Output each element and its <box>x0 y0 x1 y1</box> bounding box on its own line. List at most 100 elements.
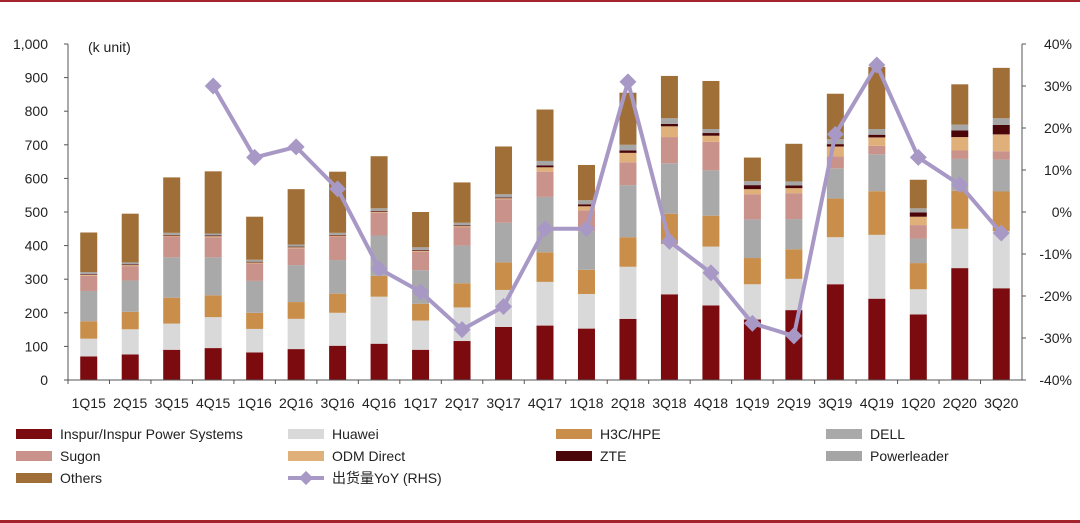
bar-segment-inspur-inspur-power-systems <box>495 326 513 380</box>
bar-segment-h3c-hpe <box>868 191 886 235</box>
x-tick-label: 1Q18 <box>569 395 603 411</box>
bar-segment-dell <box>204 257 222 296</box>
bar-segment-odm-direct <box>785 188 803 194</box>
bar-segment-others <box>453 182 471 223</box>
bar-segment-powerleader <box>619 144 637 151</box>
yoy-marker <box>577 220 595 238</box>
bar-segment-sugon <box>992 151 1010 160</box>
bar-segment-huawei <box>412 320 430 350</box>
bar-segment-h3c-hpe <box>536 252 554 282</box>
bar-segment-h3c-hpe <box>826 198 844 238</box>
x-tick-label: 3Q17 <box>486 395 520 411</box>
bar-segment-sugon <box>536 171 554 197</box>
bar-segment-powerleader <box>992 118 1010 125</box>
bar-segment-powerleader <box>951 124 969 131</box>
legend-label: 出货量YoY (RHS) <box>332 470 442 486</box>
bar-stack-1q15 <box>80 232 98 380</box>
bar-segment-powerleader <box>743 181 761 186</box>
x-tick-label: 2Q17 <box>445 395 479 411</box>
bar-segment-inspur-inspur-power-systems <box>329 345 347 380</box>
bar-segment-powerleader <box>329 232 347 235</box>
left-y-axis: 0 100 200 300 400 500 600 700 800 900 1,000 <box>13 36 69 388</box>
left-tick-label: 1,000 <box>13 36 48 52</box>
bar-stack-3q15 <box>163 177 181 380</box>
yoy-marker <box>702 264 720 282</box>
bar-segment-sugon <box>619 162 637 186</box>
legend-item-yoy: 出货量YoY (RHS) <box>288 470 442 486</box>
bar-segment-zte <box>329 234 347 236</box>
left-tick-label: 100 <box>25 338 49 354</box>
bar-segment-sugon <box>951 150 969 159</box>
legend-item-inspur-inspur-power-systems: Inspur/Inspur Power Systems <box>16 426 243 442</box>
yoy-line <box>204 56 1010 345</box>
bar-segment-inspur-inspur-power-systems <box>412 349 430 380</box>
x-tick-label: 2Q15 <box>113 395 147 411</box>
yoy-marker <box>412 283 430 301</box>
bar-segment-powerleader <box>536 160 554 166</box>
stacked-bars <box>80 66 1010 380</box>
bar-segment-inspur-inspur-power-systems <box>826 284 844 380</box>
bar-segment-others <box>163 177 181 233</box>
bar-segment-powerleader <box>660 118 678 124</box>
left-tick-label: 200 <box>25 305 49 321</box>
yoy-marker <box>453 321 471 339</box>
bar-segment-odm-direct <box>577 206 595 211</box>
x-tick-label: 1Q20 <box>901 395 935 411</box>
right-tick-label: 0% <box>1052 204 1072 220</box>
bar-segment-powerleader <box>246 259 264 262</box>
bar-segment-odm-direct <box>826 146 844 157</box>
bar-segment-dell <box>909 238 927 264</box>
yoy-line-path <box>211 63 1003 338</box>
bar-stack-2q15 <box>121 213 139 380</box>
bar-segment-odm-direct <box>868 137 886 146</box>
bar-segment-sugon <box>495 199 513 223</box>
legend-label: ODM Direct <box>332 448 405 464</box>
x-tick-label: 1Q15 <box>72 395 106 411</box>
right-tick-label: 30% <box>1044 78 1072 94</box>
bar-segment-odm-direct <box>951 137 969 151</box>
x-tick-label: 3Q16 <box>320 395 354 411</box>
bar-segment-huawei <box>619 266 637 319</box>
bar-segment-powerleader <box>577 200 595 205</box>
right-tick-label: 10% <box>1044 162 1072 178</box>
bar-segment-others <box>121 213 139 263</box>
bar-stack-3q19 <box>826 93 844 380</box>
bar-segment-odm-direct <box>246 262 264 264</box>
unit-label: (k unit) <box>88 39 131 55</box>
yoy-marker <box>743 314 761 332</box>
bar-segment-huawei <box>329 312 347 346</box>
x-tick-label: 3Q19 <box>818 395 852 411</box>
bar-stack-1q20 <box>909 179 927 380</box>
bar-segment-powerleader <box>453 222 471 226</box>
yoy-marker <box>951 176 969 194</box>
bar-segment-others <box>577 164 595 201</box>
left-tick-label: 900 <box>25 70 49 86</box>
bar-segment-h3c-hpe <box>121 311 139 330</box>
legend-swatch <box>826 451 862 461</box>
bar-segment-inspur-inspur-power-systems <box>453 341 471 380</box>
x-tick-label: 3Q15 <box>155 395 189 411</box>
bar-segment-odm-direct <box>660 126 678 138</box>
x-tick-label: 4Q16 <box>362 395 396 411</box>
bar-segment-dell <box>660 163 678 214</box>
bar-segment-zte <box>702 133 720 136</box>
bar-segment-dell <box>163 257 181 298</box>
bar-segment-others <box>370 156 388 209</box>
legend-item-odm-direct: ODM Direct <box>288 448 405 464</box>
bar-stack-1q19 <box>743 157 761 380</box>
bar-segment-inspur-inspur-power-systems <box>287 349 305 380</box>
bar-segment-odm-direct <box>495 198 513 200</box>
bar-stack-4q17 <box>536 109 554 380</box>
yoy-marker <box>287 138 305 156</box>
bar-segment-powerleader <box>702 129 720 134</box>
yoy-marker <box>495 298 513 315</box>
bar-segment-zte <box>412 249 430 251</box>
legend-item-huawei: Huawei <box>288 426 379 442</box>
bar-segment-huawei <box>868 234 886 299</box>
right-tick-label: 40% <box>1044 36 1072 52</box>
bar-segment-zte <box>370 210 388 212</box>
bar-segment-dell <box>702 170 720 216</box>
bar-segment-others <box>495 146 513 195</box>
bar-segment-inspur-inspur-power-systems <box>370 343 388 380</box>
